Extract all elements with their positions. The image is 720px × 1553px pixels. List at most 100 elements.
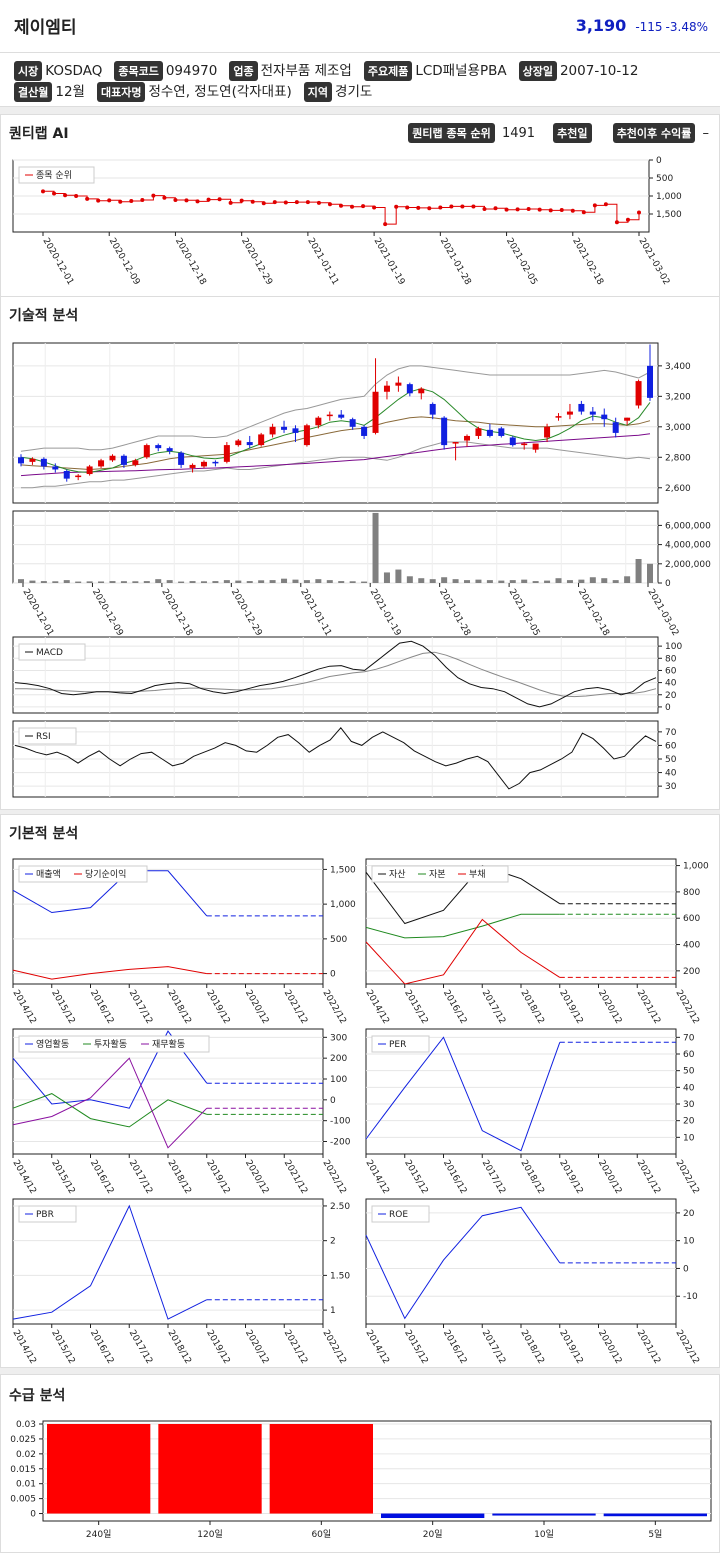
x-tick-label: 2015/12 xyxy=(49,989,76,1026)
series-line xyxy=(12,1057,208,1149)
info-row-1: 시장 KOSDAQ 종목코드 094970 업종 전자부품 제조업 주요제품 LCD패널용PB… xyxy=(14,59,650,81)
rank-point xyxy=(548,208,553,213)
info-tag: 종목코드 xyxy=(114,61,163,81)
volume-bar xyxy=(281,578,288,583)
price-block: 3,190 -115 -3.48% xyxy=(576,16,708,35)
x-tick-label: 2022/12 xyxy=(673,989,700,1026)
x-tick-label: 2017/12 xyxy=(127,1329,154,1366)
legend xyxy=(371,1035,430,1053)
y-tick-label: 1,500 xyxy=(656,210,682,220)
y-tick-label: 60 xyxy=(683,1050,695,1060)
supply-card: 수급 분석 0 0.005 0.01 0.015 0.02 0.025 0.03 240일 12… xyxy=(0,1374,720,1553)
y-tick-label: 100 xyxy=(665,642,682,652)
chart-panel: 1 1.50 2 2.50 PBR 2014/12 2015/12 2016/12 2017/1… xyxy=(10,1198,350,1366)
chart-panel: -10 0 10 20 ROE 2014/12 2015/12 2016/12 2017/12 2… xyxy=(363,1198,701,1366)
volume-bar xyxy=(212,581,219,583)
x-tick-label: 2016/12 xyxy=(441,989,468,1026)
candle-body xyxy=(200,461,207,467)
rank-point xyxy=(239,198,244,203)
volume-bar xyxy=(303,580,310,583)
volume-bar xyxy=(406,576,413,583)
rank-point xyxy=(372,205,377,210)
stock-name: 제이엠티 xyxy=(14,18,77,38)
x-tick-label: 2020/12 xyxy=(596,1329,623,1366)
rank-point xyxy=(316,200,321,205)
info-tag: 주요제품 xyxy=(363,61,413,81)
info-tag: 대표자명 xyxy=(96,82,146,102)
volume-bar xyxy=(258,580,265,583)
x-tick-label: 2019/12 xyxy=(557,1159,584,1196)
candle-body xyxy=(246,442,253,446)
technical-card: 기술적 분석 2,600 2,800 3,000 3,200 3,400 0 2,000,0… xyxy=(0,296,720,810)
x-tick-label: 2019/12 xyxy=(557,1329,584,1366)
x-tick-label: 2014/12 xyxy=(10,989,37,1026)
info-tag: 시장 xyxy=(14,61,43,81)
x-tick-label: 2017/12 xyxy=(480,1159,507,1196)
candle-body xyxy=(464,435,471,441)
volume-bar xyxy=(647,563,653,583)
rec-return-value: – xyxy=(702,126,710,141)
rank-point xyxy=(162,195,167,200)
volume-bar xyxy=(498,580,505,583)
rank-point xyxy=(184,198,189,203)
candle-body xyxy=(555,416,562,418)
x-tick-label: 2019/12 xyxy=(204,989,231,1026)
volume-bar xyxy=(200,581,207,583)
chart-panel: 200 400 600 800 1,000 자산 자본 부채 2014/12 2015/12 201… xyxy=(363,858,709,1026)
y-tick-label: 2,800 xyxy=(665,453,691,463)
macd-line xyxy=(14,640,657,708)
candle-body xyxy=(178,452,185,465)
x-tick-label: 2021/12 xyxy=(635,1329,662,1366)
candle-body xyxy=(589,411,596,415)
series-line xyxy=(365,913,560,939)
volume-bar xyxy=(40,581,47,583)
candle-body xyxy=(223,445,230,462)
rank-point xyxy=(603,202,608,207)
legend xyxy=(18,1205,77,1223)
rank-value: 1491 xyxy=(501,126,536,141)
chart-panel: 0 0.005 0.01 0.015 0.02 0.025 0.03 240일 120일 60일 2… xyxy=(10,1420,712,1540)
legend-label: PBR xyxy=(36,1210,54,1220)
candle-body xyxy=(18,457,24,464)
candle-body xyxy=(566,411,573,415)
x-tick-label: 2021-02-18 xyxy=(570,237,605,288)
series-line xyxy=(12,966,207,980)
candle-body xyxy=(441,417,448,446)
volume-bar xyxy=(601,578,608,583)
supply-bar xyxy=(492,1513,596,1516)
volume-bar xyxy=(372,512,379,583)
legend-label: PER xyxy=(389,1040,406,1050)
volume-bar xyxy=(223,580,230,583)
supply-bar xyxy=(603,1513,707,1517)
candle-body xyxy=(395,382,402,386)
candle-body xyxy=(166,448,173,452)
x-tick-label: 2019/12 xyxy=(557,989,584,1026)
x-tick-label: 2017/12 xyxy=(127,989,154,1026)
rank-point xyxy=(559,208,564,213)
volume-bar xyxy=(383,572,390,583)
legend xyxy=(18,727,77,745)
rank-point xyxy=(261,201,266,206)
candle-body xyxy=(498,428,505,436)
candle-body xyxy=(349,419,356,427)
candle-body xyxy=(40,458,47,467)
volume-bar xyxy=(178,581,185,583)
rank-point xyxy=(570,208,575,213)
legend-label: MACD xyxy=(36,648,63,658)
volume-bar xyxy=(166,580,173,583)
x-tick-label: 2021/12 xyxy=(282,1159,309,1196)
x-tick-label: 2021-03-02 xyxy=(636,237,671,287)
fundamental-title: 기본적 분석 xyxy=(9,826,79,842)
candle-body xyxy=(475,428,482,436)
volume-bar xyxy=(235,580,242,583)
rank-point xyxy=(74,194,79,198)
supply-title: 수급 분석 xyxy=(9,1388,66,1404)
volume-bar xyxy=(86,581,93,583)
chart-panel: 30 40 50 60 70 RSI xyxy=(12,720,677,798)
rank-point xyxy=(272,200,277,205)
legend-label: ROE xyxy=(389,1210,408,1220)
y-tick-label: 1 xyxy=(330,1306,336,1316)
candle-body xyxy=(647,365,653,398)
legend-label: 자산 xyxy=(389,869,406,880)
supply-bar xyxy=(381,1513,485,1519)
